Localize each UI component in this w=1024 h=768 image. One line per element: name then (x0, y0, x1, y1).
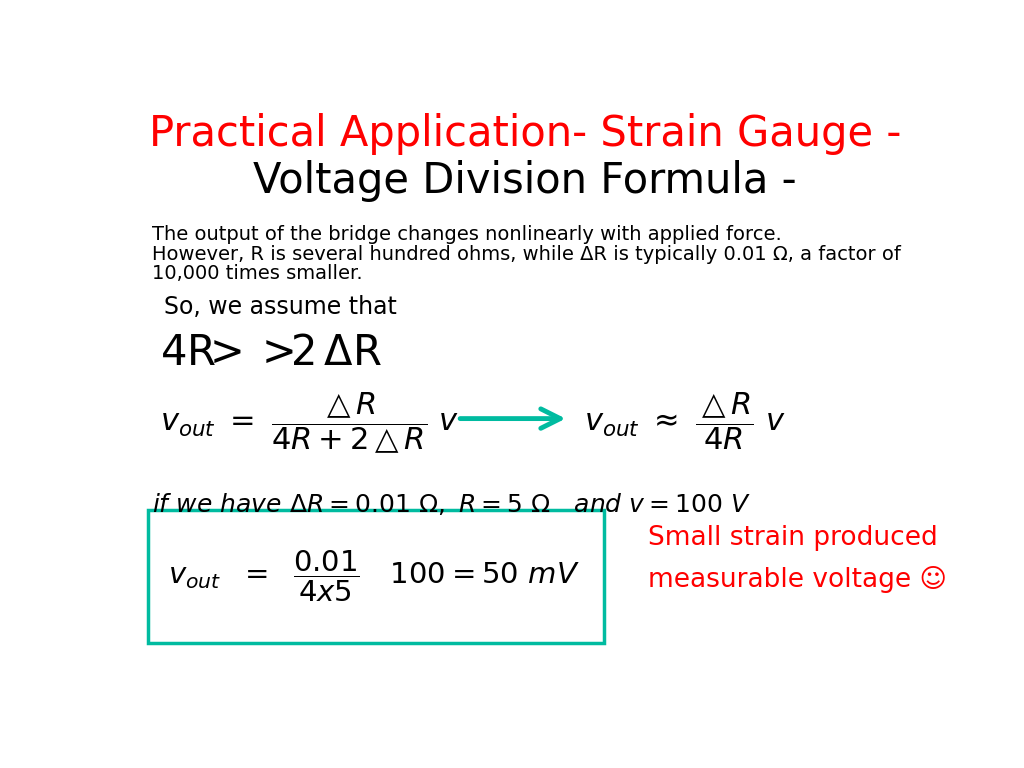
Text: $v_{out}\ =\ \dfrac{\triangle R}{4R+2\triangle R}\ v$: $v_{out}\ =\ \dfrac{\triangle R}{4R+2\tr… (160, 391, 459, 456)
Text: measurable voltage ☺: measurable voltage ☺ (648, 567, 947, 594)
Text: Small strain produced: Small strain produced (648, 525, 938, 551)
Text: So, we assume that: So, we assume that (164, 295, 396, 319)
Text: Practical Application- Strain Gauge -: Practical Application- Strain Gauge - (148, 113, 901, 155)
Text: However, R is several hundred ohms, while ΔR is typically 0.01 Ω, a factor of: However, R is several hundred ohms, whil… (152, 245, 901, 263)
Text: $v_{out}\ \ =\ \ \dfrac{0.01}{4x5}\ \ \ 100 = 50\ mV$: $v_{out}\ \ =\ \ \dfrac{0.01}{4x5}\ \ \ … (168, 549, 580, 604)
FancyBboxPatch shape (147, 510, 604, 644)
Text: The output of the bridge changes nonlinearly with applied force.: The output of the bridge changes nonline… (152, 225, 781, 244)
Text: $\mathit{if\ we\ have\ \Delta R = 0.01\ \Omega,\ R = 5\ \Omega\ \ \ and\ v = 100: $\mathit{if\ we\ have\ \Delta R = 0.01\ … (152, 492, 751, 518)
Text: $\mathrm{4R} \!\!>>\!\! \mathrm{2\,\Delta R}$: $\mathrm{4R} \!\!>>\!\! \mathrm{2\,\Delt… (160, 332, 382, 374)
Text: Voltage Division Formula -: Voltage Division Formula - (253, 161, 797, 202)
Text: 10,000 times smaller.: 10,000 times smaller. (152, 264, 362, 283)
Text: $v_{out}\ \approx\ \dfrac{\triangle R}{4R}\ v$: $v_{out}\ \approx\ \dfrac{\triangle R}{4… (585, 391, 786, 452)
